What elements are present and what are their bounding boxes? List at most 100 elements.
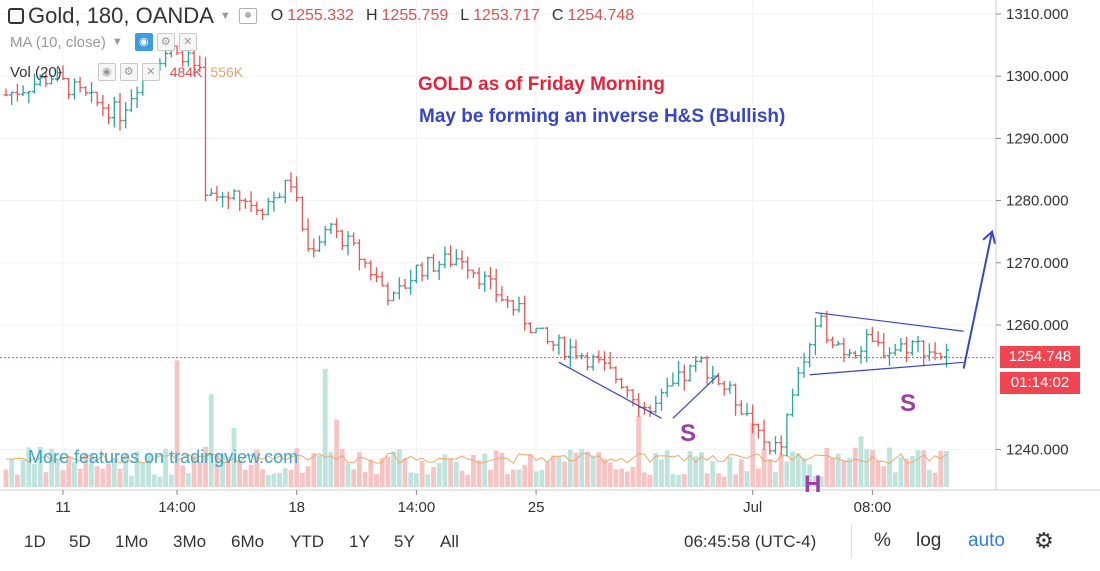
volume-bar: [83, 453, 89, 487]
volume-bar: [271, 473, 277, 487]
time-tick-label: 11: [55, 499, 71, 516]
volume-bar: [277, 473, 282, 487]
log-scale-toggle[interactable]: log: [916, 530, 942, 551]
volume-bar: [37, 446, 43, 487]
countdown-tag: 01:14:02: [1000, 372, 1080, 394]
volume-bar: [471, 454, 476, 487]
candles: [3, 43, 949, 457]
ohlc-high: H 1255.759: [365, 7, 449, 24]
volume-bar: [670, 473, 676, 487]
ohlc-open: O 1255.332: [270, 7, 354, 24]
gear-icon[interactable]: ⚙: [119, 63, 138, 81]
timeframe-ytd[interactable]: YTD: [290, 532, 324, 551]
annotation-subtitle: May be forming an inverse H&S (Bullish): [419, 106, 786, 127]
volume-bar: [374, 474, 379, 487]
volume-bar: [852, 447, 858, 487]
eye-icon[interactable]: [238, 8, 257, 24]
volume-bar: [391, 451, 396, 487]
volume-indicator-label[interactable]: Vol (20): [10, 63, 62, 81]
timeframe-1mo[interactable]: 1Mo: [115, 532, 149, 551]
close-icon[interactable]: ✕: [178, 33, 197, 51]
volume-bar: [818, 476, 824, 487]
volume-bar: [328, 451, 334, 487]
timeframe-all[interactable]: All: [440, 532, 459, 551]
chart-type-icon[interactable]: [8, 8, 24, 24]
chart-canvas[interactable]: 1310.000 1300.000 1290.000 1280.000 1270.000…: [0, 0, 1100, 520]
volume-bar: [505, 474, 510, 487]
volume-bar: [898, 457, 904, 487]
watermark-link[interactable]: More features on tradingview.com: [28, 447, 299, 467]
volume-bar: [932, 472, 938, 487]
price-tick-label: 1270.000: [1006, 255, 1069, 272]
volume-bar: [151, 474, 157, 487]
volume-bar: [522, 464, 528, 487]
annotation-lines: [558, 229, 997, 419]
volume-bar: [168, 474, 174, 487]
price-axis[interactable]: 1310.000 1300.000 1290.000 1280.000 1270.000…: [996, 6, 1069, 458]
ohlc-low: L 1253.717: [460, 7, 540, 24]
triangle-bottom: [809, 361, 964, 376]
bottom-toolbar: 1D 5D 1Mo 3Mo 6Mo YTD 1Y 5Y All 06:45:58…: [0, 520, 1100, 564]
price-tick-label: 1310.000: [1006, 6, 1069, 23]
timeframe-1d[interactable]: 1D: [24, 532, 46, 551]
eye-icon[interactable]: ◉: [97, 63, 116, 81]
volume-bar: [345, 463, 351, 487]
volume-bar: [129, 475, 134, 487]
eye-icon[interactable]: ◉: [134, 33, 153, 51]
clock-display[interactable]: 06:45:58 (UTC-4): [684, 532, 817, 551]
volume-bar: [3, 469, 9, 487]
volume-bar: [225, 456, 231, 487]
volume-bar: [533, 471, 539, 487]
close-icon[interactable]: ✕: [141, 63, 160, 81]
volume-bar: [921, 450, 927, 487]
volume-bar: [197, 461, 203, 487]
volume-bar: [613, 469, 619, 487]
time-tick-label: 18: [288, 499, 305, 516]
percent-scale-toggle[interactable]: %: [874, 530, 891, 551]
time-axis[interactable]: 11 14:00 18 14:00 25 Jul 08:00: [55, 490, 891, 516]
volume-bar: [938, 450, 944, 487]
timeframe-5y[interactable]: 5Y: [394, 532, 415, 551]
time-tick-label: Jul: [743, 499, 762, 516]
volume-bar: [681, 473, 687, 487]
volume-ma-line: [5, 452, 947, 465]
timeframe-6mo[interactable]: 6Mo: [231, 532, 265, 551]
volume-bar: [573, 452, 579, 487]
breakout-arrow: [962, 231, 994, 369]
volume-bar: [66, 456, 72, 487]
symbol-label[interactable]: Gold, 180, OANDA: [28, 3, 214, 28]
timeframe-3mo[interactable]: 3Mo: [173, 532, 207, 551]
volume-bar: [710, 461, 716, 487]
volume-bar: [254, 449, 260, 487]
volume-bar: [835, 453, 841, 487]
volume-bar: [915, 450, 921, 487]
price-tick-label: 1290.000: [1006, 130, 1069, 147]
volume-bar: [425, 474, 431, 487]
volume-bar: [26, 447, 32, 487]
ma-indicator-label[interactable]: MA (10, close): [10, 33, 106, 51]
timeframe-1y[interactable]: 1Y: [349, 532, 370, 551]
volume-bar: [300, 472, 305, 487]
volume-bar: [807, 464, 813, 487]
volume-bar: [94, 466, 100, 487]
volume-bar: [630, 466, 636, 487]
volume-bar: [904, 458, 909, 487]
volume-bar: [265, 475, 271, 487]
auto-scale-toggle[interactable]: auto: [968, 530, 1005, 551]
volume-bar: [334, 419, 339, 487]
gear-icon[interactable]: ⚙: [1034, 528, 1054, 553]
chevron-down-icon[interactable]: ▼: [111, 36, 123, 48]
volume-bar: [186, 473, 191, 487]
volume-bar: [881, 466, 887, 487]
ohlc-close: C 1254.748: [551, 7, 635, 24]
volume-bar: [721, 476, 727, 487]
volume-bar: [379, 458, 385, 487]
chevron-down-icon[interactable]: ▼: [219, 10, 231, 22]
volume-bar: [123, 456, 129, 487]
right-shoulder-label: S: [900, 390, 917, 417]
timeframe-5d[interactable]: 5D: [69, 532, 91, 551]
volume-bar: [288, 469, 294, 487]
gear-icon[interactable]: ⚙: [156, 33, 175, 51]
legend-main-row: Gold, 180, OANDA ▼ O 1255.332 H 1255.759 L…: [8, 3, 646, 28]
volume-bar: [767, 459, 773, 487]
